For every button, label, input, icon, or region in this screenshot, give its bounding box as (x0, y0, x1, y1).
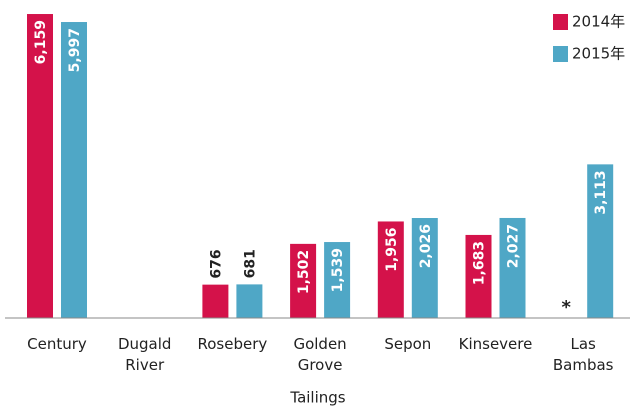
value-label: 1,539 (330, 248, 346, 292)
bar (27, 14, 53, 318)
bar (465, 234, 492, 318)
bar (499, 217, 526, 318)
value-label: 2,026 (418, 224, 434, 268)
value-label: 2,027 (506, 224, 522, 268)
x-tick-label: Las Bambas (552, 335, 614, 374)
bar (324, 242, 351, 318)
value-label: 5,997 (67, 28, 83, 72)
bar (61, 22, 87, 318)
bar (290, 243, 317, 318)
bar (377, 221, 404, 318)
x-tick-label: Sepon (384, 335, 432, 353)
legend-label: 2015年 (572, 45, 625, 63)
value-label: 681 (242, 249, 258, 278)
x-tick-label: Century (27, 335, 87, 353)
x-tick-label: Dugald River (117, 335, 172, 374)
value-label: 3,113 (593, 170, 609, 214)
bar (202, 284, 229, 318)
bar (236, 284, 263, 318)
bar (587, 164, 614, 318)
legend-swatch (553, 14, 568, 30)
x-tick-label: Rosebery (197, 335, 268, 353)
x-axis-label: Tailings (289, 389, 345, 407)
legend-label: 2014年 (572, 13, 625, 31)
legend-swatch (553, 46, 568, 62)
value-label: 676 (208, 249, 224, 278)
x-tick-label: Golden Grove (293, 335, 347, 374)
value-label: 1,683 (472, 241, 488, 285)
value-label: 1,956 (384, 227, 400, 271)
value-label: 1,502 (296, 250, 312, 294)
annotation: * (561, 297, 571, 318)
bar (411, 218, 438, 318)
x-tick-label: Kinsevere (458, 335, 533, 353)
value-label: 6,159 (33, 20, 49, 64)
